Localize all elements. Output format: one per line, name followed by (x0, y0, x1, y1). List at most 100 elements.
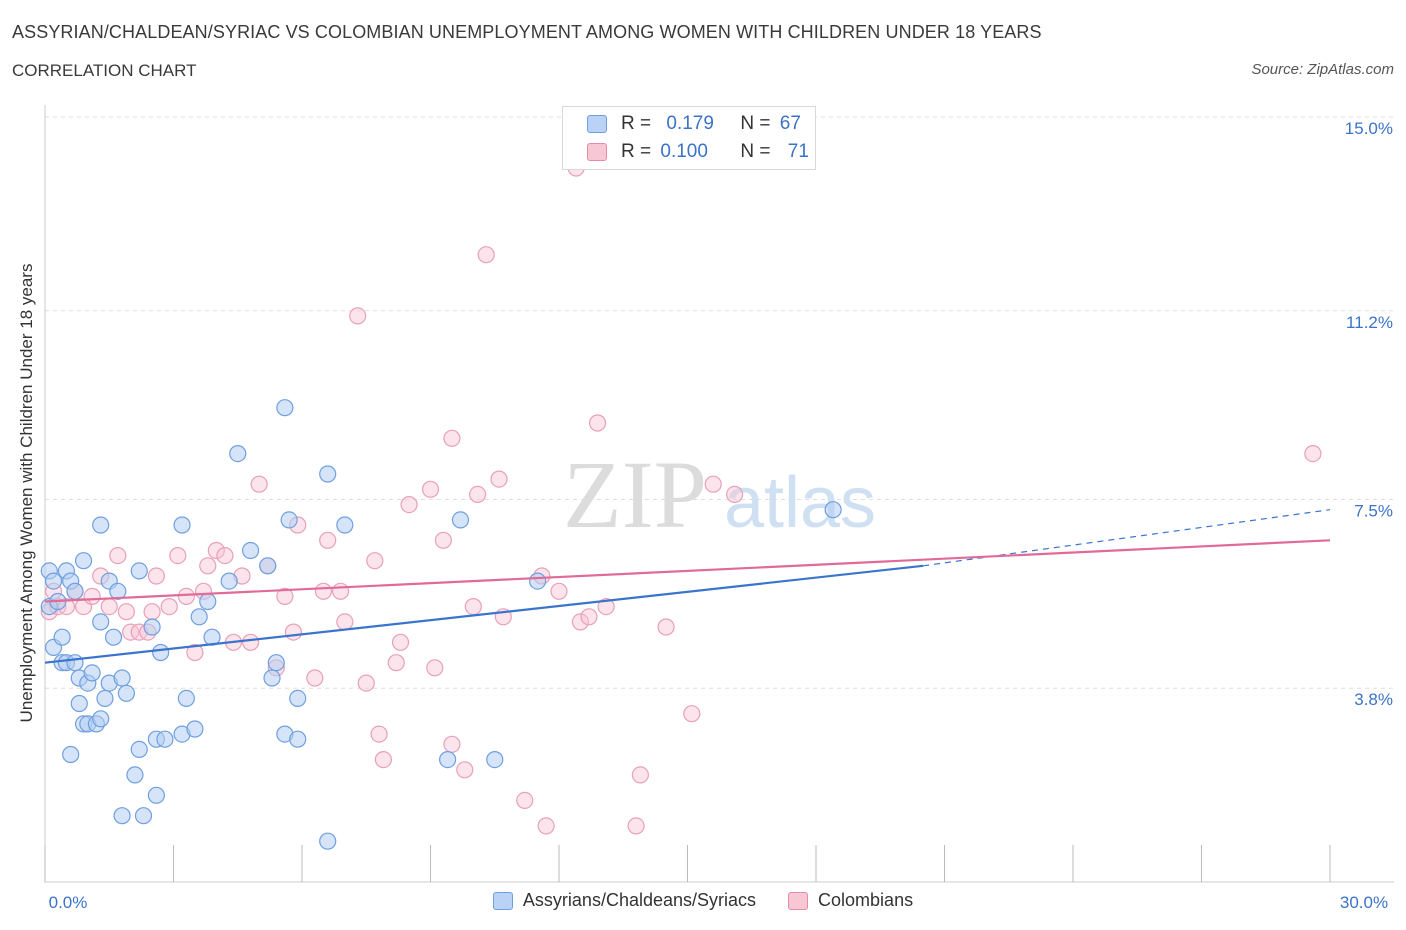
colombians-point (370, 725, 388, 743)
colombians-point (443, 735, 461, 753)
assyrians-point (53, 628, 71, 646)
colombians-point (434, 531, 452, 549)
assyrians-point (92, 710, 110, 728)
watermark-zip: ZIP (563, 441, 707, 548)
axes (44, 105, 1394, 883)
colombians-point (276, 587, 294, 606)
n-label: N = (740, 141, 771, 162)
assyrians-point (242, 541, 260, 560)
colombians-point (349, 307, 367, 325)
assyrians-point (104, 628, 123, 646)
colombians-point (117, 603, 135, 621)
assyrians-point (319, 465, 337, 483)
y-tick-label: 7.5% (1354, 502, 1393, 521)
assyrians-point (186, 720, 204, 738)
assyrians-point (130, 562, 148, 580)
assyrians-point (44, 572, 63, 590)
assyrians-point (74, 552, 93, 570)
colombians-point (143, 603, 161, 621)
colombians-point (357, 674, 375, 692)
assyrians-point (439, 750, 457, 769)
colombians-point (366, 552, 384, 570)
legend-item-colombians[interactable]: Colombians (788, 890, 913, 911)
source-label: Source: ZipAtlas.com (1251, 61, 1394, 78)
assyrians-points (40, 399, 842, 850)
assyrians-point (66, 582, 84, 600)
assyrians-point (451, 511, 470, 529)
colombians-point (627, 817, 645, 835)
assyrians-point (528, 572, 547, 590)
legend-label-colombians: Colombians (818, 890, 914, 910)
assyrians-point (92, 516, 110, 534)
legend-swatch-pink (587, 143, 607, 161)
r-value: 0.100 (660, 141, 708, 162)
n-label: N = (740, 113, 771, 134)
legend-row-assyrians: R = 0.179 N = 67 (587, 112, 801, 136)
assyrians-point (117, 684, 135, 702)
colombians-point (250, 475, 268, 493)
assyrians-point (66, 654, 84, 672)
n-value: 71 (787, 141, 809, 162)
colombians-point (400, 496, 418, 514)
tick-labels: 3.8% 7.5% 11.2% 15.0% 0.0% 30.0% (49, 119, 1393, 912)
r-label: R = (621, 113, 652, 134)
colombians-point (331, 582, 350, 600)
colombians-point (242, 633, 260, 651)
colombians-point (306, 669, 324, 687)
assyrians-point (92, 613, 110, 631)
colombians-point (426, 659, 444, 677)
colombians-point (443, 429, 461, 447)
colombians-point (571, 613, 590, 631)
assyrians-point (83, 664, 101, 682)
colombians-point (319, 531, 337, 549)
r-value: 0.179 (666, 113, 714, 134)
assyrians-point (190, 608, 208, 626)
colombians-point (177, 587, 195, 606)
assyrians-point (96, 689, 114, 708)
legend-label-assyrians: Assyrians/Chaldeans/Syriacs (522, 890, 757, 910)
assyrians-trend-line (44, 564, 924, 664)
n-value: 67 (779, 113, 801, 134)
colombians-point (683, 705, 701, 723)
assyrians-point (289, 689, 307, 708)
colombians-point (588, 414, 607, 432)
colombians-point (490, 470, 508, 488)
colombians-point (207, 541, 225, 560)
colombians-point (374, 750, 392, 769)
colombians-point (147, 567, 165, 585)
legend-swatch-blue (587, 115, 607, 133)
assyrians-point (152, 643, 170, 662)
r-label: R = (621, 141, 652, 162)
legend-item-assyrians[interactable]: Assyrians/Chaldeans/Syriacs (492, 890, 757, 911)
y-tick-label: 3.8% (1354, 690, 1393, 709)
assyrians-point (824, 501, 842, 519)
colombians-point (464, 597, 482, 616)
colombians-point (336, 613, 354, 631)
colombians-trend-line (44, 539, 1331, 603)
x-tick-label: 30.0% (1340, 893, 1388, 912)
assyrians-point (199, 592, 217, 611)
x-tick-label: 0.0% (49, 893, 88, 912)
assyrians-point (113, 807, 131, 825)
colombians-point (314, 582, 333, 600)
colombians-point (469, 485, 487, 503)
assyrians-point (143, 618, 161, 636)
assyrians-point (259, 557, 277, 575)
chart-subtitle: CORRELATION CHART (12, 61, 197, 80)
chart-title: ASSYRIAN/CHALDEAN/SYRIAC VS COLOMBIAN UN… (12, 22, 1042, 42)
trend-lines (44, 509, 1331, 664)
watermark-atlas: atlas (724, 463, 876, 543)
assyrians-point (220, 572, 238, 590)
colombians-point (100, 597, 118, 616)
colombians-point (597, 597, 615, 616)
colombians-point (83, 587, 101, 606)
y-tick-label: 11.2% (1346, 313, 1393, 332)
assyrians-point (126, 766, 144, 784)
legend-row-colombians: R = 0.100 N = 71 (587, 140, 809, 164)
colombians-point (726, 485, 744, 503)
assyrians-point (177, 689, 195, 708)
colombians-point (550, 582, 568, 600)
assyrians-point (280, 511, 298, 529)
colombians-point (477, 246, 495, 264)
